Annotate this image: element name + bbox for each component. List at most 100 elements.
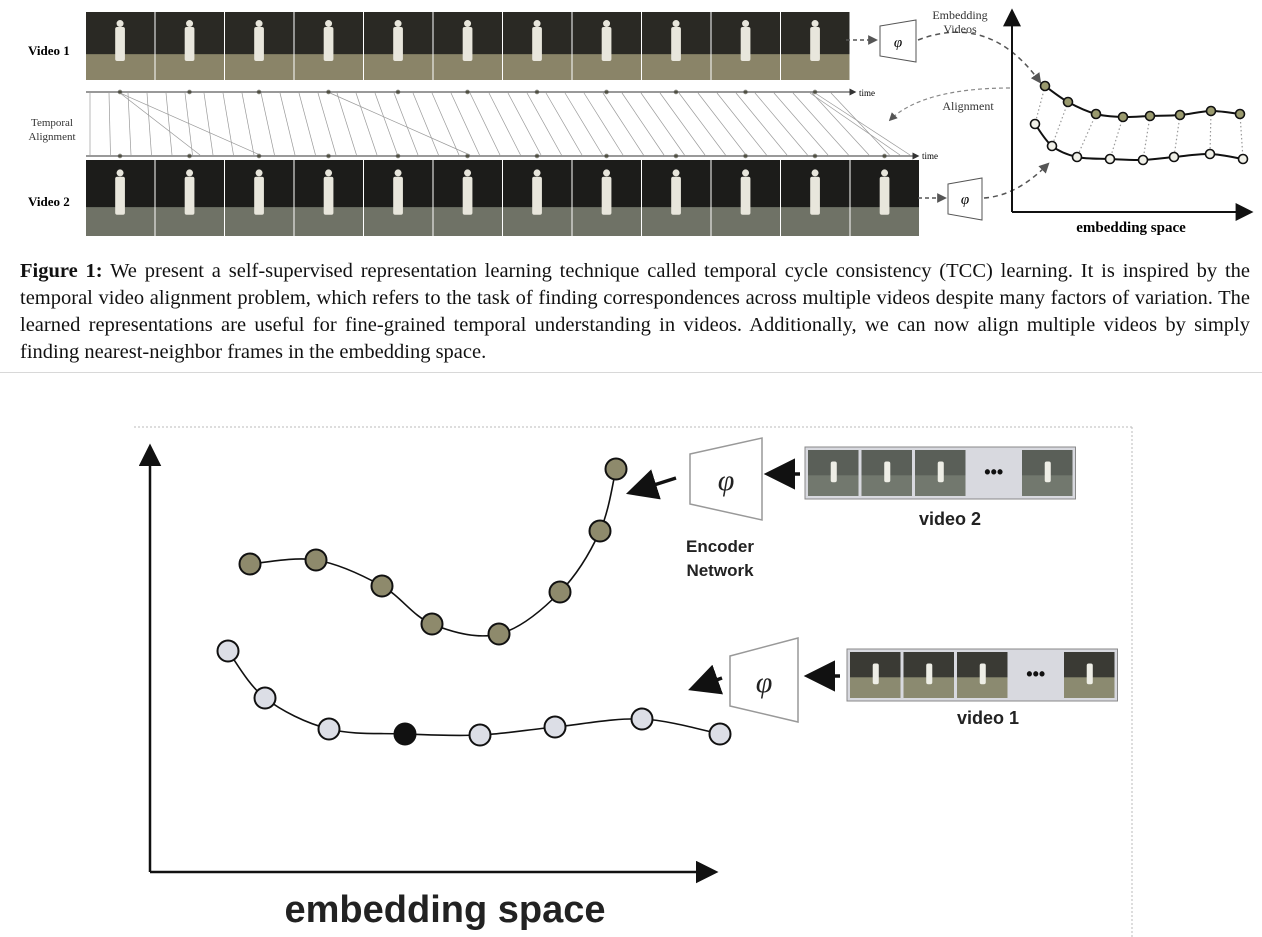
alignment-line bbox=[792, 92, 849, 156]
video2-player-head bbox=[325, 169, 333, 177]
alignment-line bbox=[203, 92, 214, 156]
embedding-space-label-2: embedding space bbox=[285, 889, 606, 931]
video2-player bbox=[323, 176, 334, 215]
video2-thumb-player bbox=[884, 461, 891, 483]
video1-player-head bbox=[255, 20, 263, 28]
video1-label-fig2: video 1 bbox=[957, 708, 1019, 728]
time-label-1: time bbox=[859, 88, 875, 98]
video1-thumb-player bbox=[926, 663, 933, 685]
alignment-line bbox=[393, 92, 419, 156]
video2-thumb-ground bbox=[1022, 475, 1073, 496]
alignment-line bbox=[735, 92, 788, 156]
encoder-label-line2: Network bbox=[686, 561, 754, 580]
embedding-point-video2-large bbox=[420, 612, 444, 636]
video1-thumb-ground bbox=[957, 677, 1008, 698]
video2-player-head bbox=[742, 169, 750, 177]
video2-thumb-ground bbox=[808, 475, 859, 496]
embedding-point-video1 bbox=[1144, 110, 1156, 122]
embedding-point-video1-large bbox=[630, 707, 654, 731]
video2-player-head bbox=[255, 169, 263, 177]
alignment-line bbox=[716, 92, 767, 156]
alignment-line bbox=[374, 92, 398, 156]
video2-player bbox=[810, 176, 820, 215]
video2-thumb-ground bbox=[915, 475, 966, 496]
video1-player bbox=[601, 26, 612, 61]
embedding-point-video1 bbox=[1234, 108, 1246, 120]
section-divider bbox=[0, 372, 1262, 373]
video2-player-head bbox=[881, 169, 889, 177]
video2-player bbox=[115, 176, 125, 215]
temporal-alignment-label-2: Alignment bbox=[28, 131, 75, 143]
video2-player-head bbox=[603, 169, 611, 177]
video1-player bbox=[462, 26, 473, 61]
embedding-curve-video2-large bbox=[249, 468, 617, 637]
video1-label: Video 1 bbox=[28, 43, 70, 58]
embedding-point-video2 bbox=[1071, 151, 1083, 163]
alignment-line bbox=[412, 92, 439, 156]
alignment-line bbox=[469, 92, 501, 156]
phi-symbol-1: φ bbox=[894, 35, 902, 51]
alignment-line bbox=[336, 92, 357, 156]
video1-player-head bbox=[394, 20, 402, 28]
highlighted-embedding-point bbox=[393, 722, 417, 746]
video2-player-head bbox=[533, 169, 541, 177]
embedding-point-video1 bbox=[1090, 108, 1102, 120]
video2-thumb-player bbox=[937, 461, 944, 483]
video2-player bbox=[462, 176, 473, 215]
encoder-to-curve-arrow-top bbox=[625, 469, 677, 500]
embedding-space-label-1: embedding space bbox=[1076, 220, 1186, 236]
alignment-link bbox=[1209, 110, 1212, 155]
figure1-diagram: Video 1 Video 2 Temporal Alignment time … bbox=[28, 8, 1254, 236]
encoder-box-2 bbox=[947, 177, 983, 221]
alignment-line bbox=[526, 92, 562, 156]
video1-player-head bbox=[742, 20, 750, 28]
embedding-point-video2 bbox=[1168, 151, 1180, 163]
embedding-point-video1-large bbox=[708, 722, 732, 746]
video1-thumb-ground bbox=[1064, 677, 1115, 698]
alignment-line bbox=[317, 92, 337, 156]
video1-thumb-ground bbox=[850, 677, 901, 698]
alignment-line bbox=[754, 92, 808, 156]
phi-symbol-2: φ bbox=[961, 192, 969, 208]
video1-thumb-ground bbox=[903, 677, 954, 698]
alignment-line bbox=[678, 92, 726, 156]
encoder-label-line1: Encoder bbox=[686, 537, 754, 556]
ellipsis: ••• bbox=[984, 462, 1003, 482]
video1-player-head bbox=[811, 20, 819, 28]
video2-player bbox=[879, 176, 890, 215]
alignment-label: Alignment bbox=[942, 99, 994, 113]
embedding-point-video2-large bbox=[588, 519, 612, 543]
embedding-point-video2 bbox=[1104, 153, 1116, 165]
video2-frame-strip bbox=[86, 160, 919, 236]
alignment-line bbox=[241, 92, 255, 156]
phi-symbol-bottom: φ bbox=[756, 666, 773, 699]
alignment-line bbox=[488, 92, 521, 156]
embedding-point-video1-large bbox=[317, 717, 341, 741]
embedding-point-video2 bbox=[1237, 153, 1249, 165]
video1-thumb-player bbox=[1086, 663, 1093, 685]
video1-player-head bbox=[672, 20, 680, 28]
video2-thumb-ground bbox=[861, 475, 912, 496]
embedding-point-video1-large bbox=[468, 723, 492, 747]
temporal-alignment-label-1: Temporal bbox=[31, 117, 73, 129]
alignment-line bbox=[507, 92, 542, 156]
video1-player bbox=[323, 26, 334, 61]
embedding-arrow-1 bbox=[917, 31, 1042, 84]
video2-label-fig2: video 2 bbox=[919, 509, 981, 529]
alignment-line bbox=[355, 92, 378, 156]
alignment-line bbox=[298, 92, 316, 156]
alignment-line bbox=[329, 92, 471, 156]
embedding-videos-label-2: Videos bbox=[943, 22, 977, 36]
video2-player bbox=[254, 176, 264, 215]
video1-player bbox=[254, 26, 264, 61]
video1-player-head bbox=[116, 20, 124, 28]
encoder-box-1 bbox=[879, 19, 917, 63]
alignment-link bbox=[1142, 115, 1151, 161]
alignment-link bbox=[1051, 101, 1069, 147]
embedding-arrow-2 bbox=[983, 162, 1050, 199]
embedding-point-video2 bbox=[1046, 140, 1058, 152]
embedding-point-video2-large bbox=[604, 457, 628, 481]
temporal-alignment-lines bbox=[89, 89, 911, 159]
video2-label: Video 2 bbox=[28, 194, 70, 209]
embedding-point-video1 bbox=[1174, 109, 1186, 121]
